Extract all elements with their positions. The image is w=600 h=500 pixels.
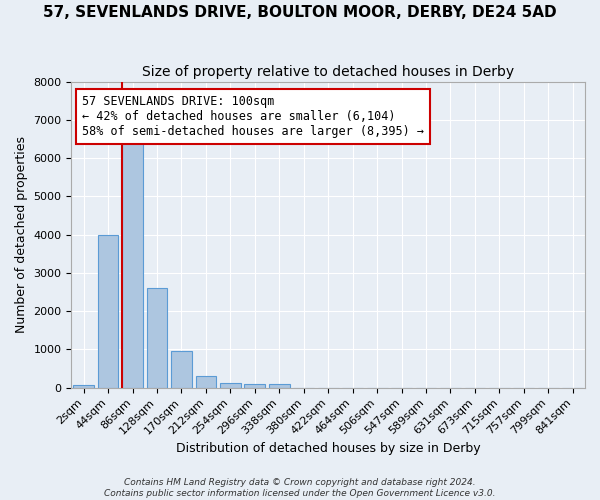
Text: Contains HM Land Registry data © Crown copyright and database right 2024.
Contai: Contains HM Land Registry data © Crown c…	[104, 478, 496, 498]
Bar	[220, 383, 241, 388]
Bar	[269, 384, 290, 388]
Bar	[171, 350, 192, 388]
Bar	[196, 376, 217, 388]
Y-axis label: Number of detached properties: Number of detached properties	[15, 136, 28, 333]
Bar	[122, 139, 143, 388]
Bar	[146, 288, 167, 388]
Bar	[98, 234, 118, 388]
Bar	[73, 384, 94, 388]
Text: 57 SEVENLANDS DRIVE: 100sqm
← 42% of detached houses are smaller (6,104)
58% of : 57 SEVENLANDS DRIVE: 100sqm ← 42% of det…	[82, 96, 424, 138]
Title: Size of property relative to detached houses in Derby: Size of property relative to detached ho…	[142, 65, 514, 79]
Bar	[244, 384, 265, 388]
X-axis label: Distribution of detached houses by size in Derby: Distribution of detached houses by size …	[176, 442, 481, 455]
Text: 57, SEVENLANDS DRIVE, BOULTON MOOR, DERBY, DE24 5AD: 57, SEVENLANDS DRIVE, BOULTON MOOR, DERB…	[43, 5, 557, 20]
